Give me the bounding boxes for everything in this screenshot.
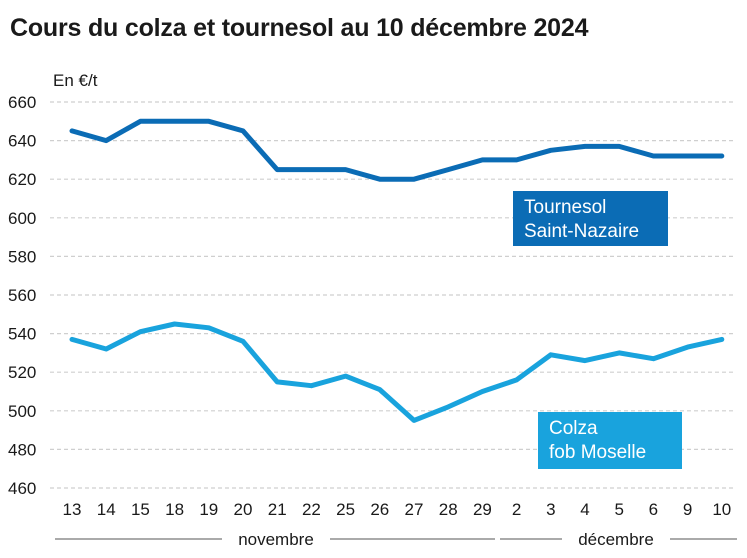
x-axis-ticks: 13 14 15 18 19 20 21 22 25 26 27 28 29 2 3 4 5 6 9 10	[63, 500, 732, 519]
series-labels: Tournesol Saint-Nazaire Colza fob Moselle	[513, 191, 682, 469]
x-tick-label: 6	[649, 500, 658, 519]
series-label-text: fob Moselle	[549, 442, 646, 463]
series-label-text: Tournesol	[524, 197, 606, 218]
x-tick-label: 13	[63, 500, 82, 519]
series-lines	[69, 118, 725, 423]
x-tick-label: 3	[546, 500, 555, 519]
x-tick-label: 15	[131, 500, 150, 519]
series-label-text: Colza	[549, 418, 598, 439]
y-tick-label: 600	[8, 209, 36, 228]
x-tick-label: 26	[370, 500, 389, 519]
x-tick-label: 5	[614, 500, 623, 519]
month-label: novembre	[238, 530, 314, 549]
y-tick-label: 480	[8, 440, 36, 459]
y-tick-label: 500	[8, 402, 36, 421]
series-line	[69, 118, 725, 182]
y-tick-label: 620	[8, 170, 36, 189]
x-tick-label: 18	[165, 500, 184, 519]
series-label-box	[513, 191, 668, 246]
series-label-text: Saint-Nazaire	[524, 221, 639, 242]
y-tick-label: 640	[8, 132, 36, 151]
y-tick-label: 660	[8, 93, 36, 112]
x-tick-label: 28	[439, 500, 458, 519]
month-label: décembre	[578, 530, 654, 549]
x-tick-label: 10	[712, 500, 731, 519]
x-tick-label: 20	[234, 500, 253, 519]
y-tick-label: 580	[8, 247, 36, 266]
x-tick-label: 9	[683, 500, 692, 519]
x-tick-label: 27	[405, 500, 424, 519]
y-tick-label: 560	[8, 286, 36, 305]
month-groups: novembre décembre	[55, 530, 737, 549]
x-tick-label: 4	[580, 500, 589, 519]
y-axis-ticks: 460 480 500 520 540 560 580 600 620 640 660	[8, 93, 36, 498]
x-tick-label: 2	[512, 500, 521, 519]
y-tick-label: 460	[8, 479, 36, 498]
x-tick-label: 21	[268, 500, 287, 519]
y-axis-unit-label: En €/t	[53, 71, 98, 90]
x-tick-label: 19	[199, 500, 218, 519]
series-label-box	[538, 412, 682, 469]
x-tick-label: 22	[302, 500, 321, 519]
x-tick-label: 29	[473, 500, 492, 519]
y-tick-label: 520	[8, 363, 36, 382]
y-tick-label: 540	[8, 325, 36, 344]
chart-title: Cours du colza et tournesol au 10 décemb…	[10, 14, 589, 42]
x-tick-label: 25	[336, 500, 355, 519]
x-tick-label: 14	[97, 500, 116, 519]
series-line	[69, 321, 725, 423]
